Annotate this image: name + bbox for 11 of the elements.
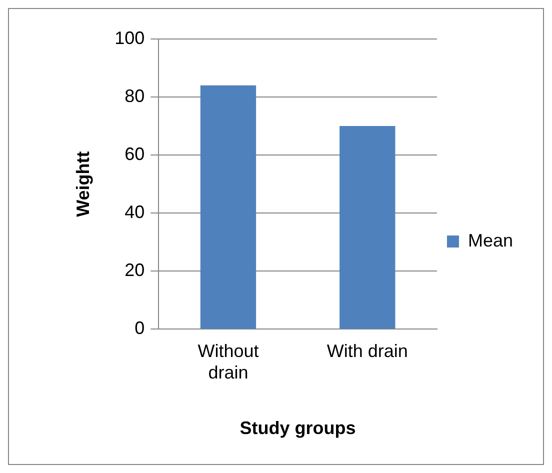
y-tick-label: 20 [124, 260, 145, 280]
y-tick-label: 40 [124, 202, 145, 222]
y-tick-label: 0 [134, 318, 145, 338]
y-tick-label: 100 [114, 28, 145, 48]
y-tick-label: 80 [124, 86, 145, 106]
legend-label: Mean [468, 230, 514, 250]
x-tick-label: With drain [326, 340, 408, 361]
y-tick-label: 60 [124, 144, 145, 164]
y-axis-title: Weightt [72, 151, 93, 217]
x-axis-title: Study groups [240, 418, 356, 438]
x-tick-label: Without drain [198, 340, 259, 383]
